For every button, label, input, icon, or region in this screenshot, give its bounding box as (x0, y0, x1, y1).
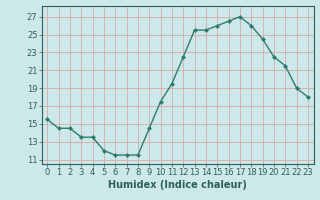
X-axis label: Humidex (Indice chaleur): Humidex (Indice chaleur) (108, 180, 247, 190)
